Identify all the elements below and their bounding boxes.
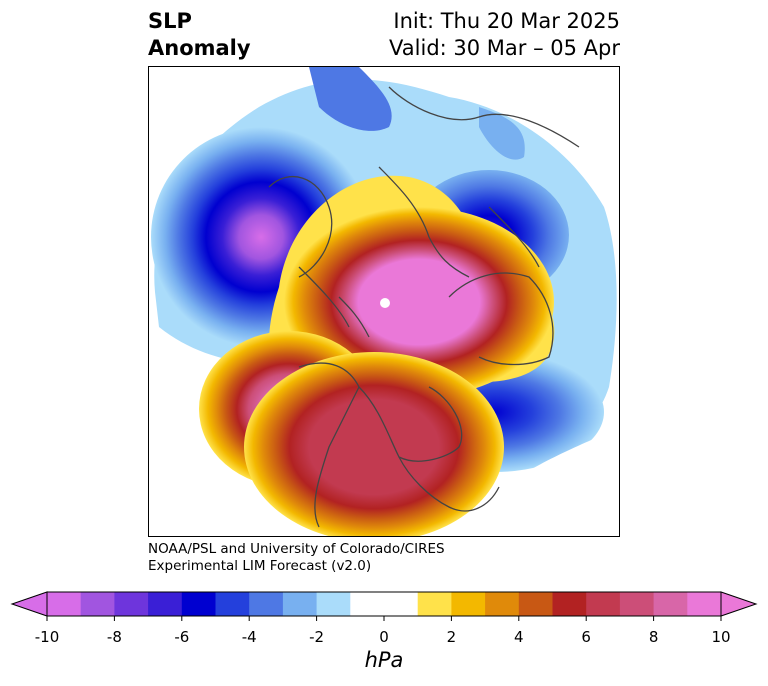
- neutral-region-left: [149, 432, 211, 536]
- colorbar-segment: [451, 592, 486, 616]
- colorbar-tick-label: 4: [514, 628, 524, 646]
- colorbar-segment: [316, 592, 351, 616]
- map-panel: [148, 66, 620, 537]
- title-line-2: Anomaly: [148, 36, 251, 60]
- colorbar-segment: [114, 592, 149, 616]
- colorbar-segment: [215, 592, 250, 616]
- colorbar-segment: [282, 592, 318, 616]
- credit-line-2: Experimental LIM Forecast (v2.0): [148, 558, 372, 574]
- colorbar: [0, 586, 768, 686]
- colorbar-segment: [687, 592, 722, 616]
- colorbar-tick-label: 6: [581, 628, 591, 646]
- colorbar-segment: [181, 592, 216, 616]
- colorbar-tick-label: 10: [711, 628, 731, 646]
- north-blue-band: [309, 67, 392, 131]
- east-blue-band: [479, 107, 525, 160]
- coastlines: [268, 86, 580, 528]
- colorbar-tick-label: 2: [446, 628, 457, 646]
- colorbar-segment: [653, 592, 688, 616]
- colorbar-segment: [148, 592, 183, 616]
- positive-anomaly-core: [284, 207, 554, 397]
- colorbar-segment: [586, 592, 621, 616]
- positive-anomaly-north-america: [244, 352, 504, 536]
- colorbar-graphic: [10, 591, 758, 621]
- map-title: SLP Anomaly: [148, 8, 251, 62]
- colorbar-segment: [552, 592, 587, 616]
- credit-text: NOAA/PSL and University of Colorado/CIRE…: [148, 541, 445, 575]
- colorbar-segment: [47, 592, 82, 616]
- colorbar-extend-high: [720, 591, 758, 617]
- neutral-region: [509, 427, 619, 536]
- forecast-dates: Init: Thu 20 Mar 2025 Valid: 30 Mar – 05…: [389, 8, 620, 62]
- north-pole-marker: [380, 298, 390, 308]
- colorbar-segment: [485, 592, 520, 616]
- colorbar-tick-label: 0: [379, 628, 389, 646]
- init-date: Init: Thu 20 Mar 2025: [393, 9, 620, 33]
- colorbar-segment: [417, 592, 452, 616]
- anomaly-map: [149, 67, 619, 536]
- colorbar-tick-label: -4: [241, 628, 257, 646]
- credit-line-1: NOAA/PSL and University of Colorado/CIRE…: [148, 541, 445, 557]
- colorbar-tick-label: -8: [106, 628, 122, 646]
- valid-dates: Valid: 30 Mar – 05 Apr: [389, 36, 620, 60]
- colorbar-tick-label: -2: [309, 628, 325, 646]
- title-line-1: SLP: [148, 9, 192, 33]
- colorbar-segment: [384, 592, 419, 616]
- colorbar-tick-label: -6: [174, 628, 190, 646]
- colorbar-units: hPa: [364, 648, 404, 672]
- colorbar-segment: [80, 592, 115, 616]
- colorbar-tick-label: 8: [648, 628, 659, 646]
- colorbar-segment: [518, 592, 553, 616]
- colorbar-segment: [619, 592, 655, 616]
- colorbar-segment: [249, 592, 284, 616]
- colorbar-tick-label: -10: [34, 628, 60, 646]
- colorbar-extend-low: [10, 591, 48, 617]
- colorbar-segment: [350, 592, 385, 616]
